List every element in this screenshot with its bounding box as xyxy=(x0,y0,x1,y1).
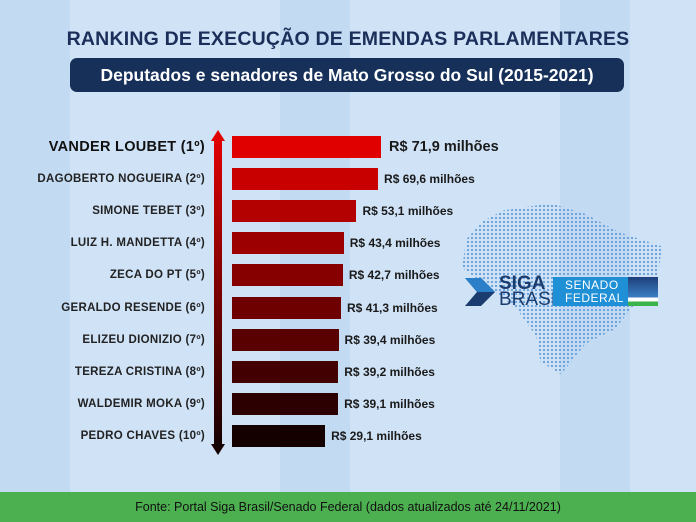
arrow-up-icon xyxy=(211,130,225,141)
data-label: R$ 43,4 milhões xyxy=(349,236,441,251)
bar xyxy=(232,296,342,319)
category-label: GERALDO RESENDE (6º) xyxy=(61,301,205,314)
bar xyxy=(232,136,382,158)
bar xyxy=(232,200,357,223)
category-label: SIMONE TEBET (3º) xyxy=(92,205,205,218)
data-label: R$ 39,4 milhões xyxy=(344,332,436,347)
data-label: R$ 39,2 milhões xyxy=(344,364,435,379)
chart-subtitle: Deputados e senadores de Mato Grosso do … xyxy=(70,58,624,92)
siga-text: SIGA xyxy=(499,273,546,294)
data-label: R$ 39,1 milhões xyxy=(344,396,435,411)
category-label: PEDRO CHAVES (10º) xyxy=(80,429,205,442)
chart-title: RANKING DE EXECUÇÃO DE EMENDAS PARLAMENT… xyxy=(66,28,630,50)
data-label: R$ 69,6 milhões xyxy=(384,172,475,187)
siga-chevron-icon xyxy=(465,278,495,306)
data-label: R$ 71,9 milhões xyxy=(389,139,499,155)
category-label: DAGOBERTO NOGUEIRA (2º) xyxy=(37,173,205,186)
senado-text: SENADO xyxy=(565,277,619,292)
senado-federal-logo: SENADO FEDERAL xyxy=(553,277,658,306)
bar xyxy=(232,232,344,255)
category-label: WALDEMIR MOKA (9º) xyxy=(77,397,205,410)
brasil-text: BRASIL xyxy=(499,289,567,310)
category-label: VANDER LOUBET (1º) xyxy=(48,139,205,155)
category-label: ZECA DO PT (5º) xyxy=(109,269,205,282)
source-footer: Fonte: Portal Siga Brasil/Senado Federal… xyxy=(0,492,696,522)
bar xyxy=(232,424,326,447)
bar xyxy=(232,264,343,287)
bar xyxy=(232,392,339,415)
data-label: R$ 41,3 milhões xyxy=(347,300,438,315)
ranking-arrow xyxy=(214,140,222,446)
data-label: R$ 42,7 milhões xyxy=(348,268,440,283)
data-label: R$ 29,1 milhões xyxy=(331,428,422,443)
arrow-down-icon xyxy=(211,444,225,455)
data-label: R$ 53,1 milhões xyxy=(362,204,454,219)
bar xyxy=(232,168,379,191)
category-label: LUIZ H. MANDETTA (4º) xyxy=(70,237,205,250)
federal-text: FEDERAL xyxy=(565,290,624,305)
siga-brasil-logo: SIGA BRASIL xyxy=(465,273,567,310)
bar xyxy=(232,360,339,383)
category-label: ELIZEU DIONIZIO (7º) xyxy=(82,333,205,346)
category-label: TEREZA CRISTINA (8º) xyxy=(74,365,205,378)
bar xyxy=(232,328,339,351)
senado-building-icon xyxy=(628,277,658,306)
